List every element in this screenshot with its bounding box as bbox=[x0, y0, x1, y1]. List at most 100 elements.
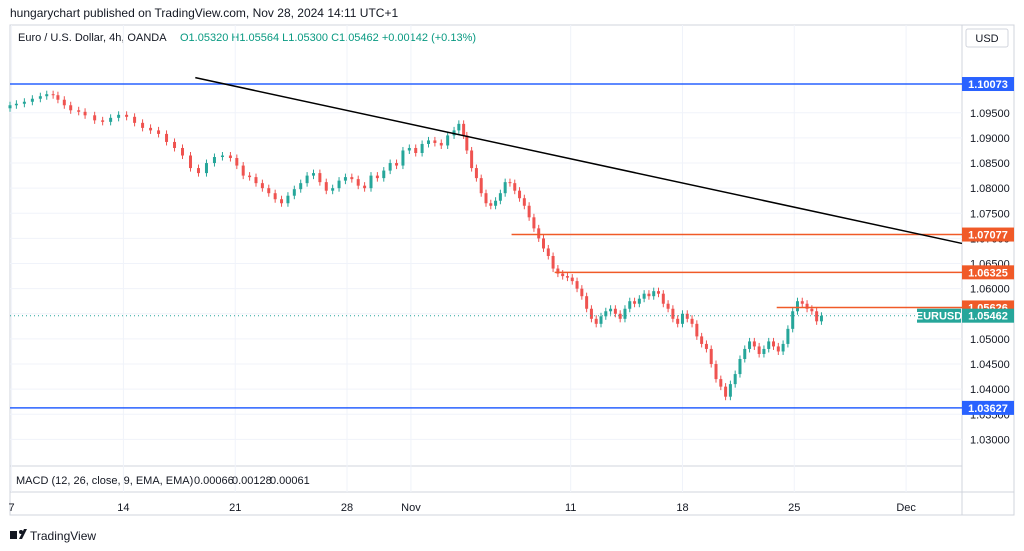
y-tick-label: 1.09000 bbox=[970, 133, 1010, 145]
candle-body bbox=[248, 175, 252, 178]
candle-body bbox=[527, 205, 531, 218]
candle-body bbox=[772, 341, 776, 347]
y-tick-label: 1.07500 bbox=[970, 208, 1010, 220]
candle-body bbox=[594, 318, 598, 324]
candle-body bbox=[77, 110, 81, 112]
candle-body bbox=[280, 199, 284, 204]
candle-body bbox=[235, 158, 239, 166]
candle-body bbox=[465, 135, 469, 151]
candle-body bbox=[433, 140, 437, 143]
candle-body bbox=[728, 384, 732, 397]
candle-body bbox=[14, 103, 18, 106]
x-tick-label: 7 bbox=[9, 502, 15, 514]
candle-body bbox=[719, 379, 723, 387]
candle-body bbox=[375, 175, 379, 179]
currency-box[interactable] bbox=[965, 28, 1009, 48]
candle-body bbox=[575, 281, 579, 289]
candle-body bbox=[133, 116, 137, 123]
candle-body bbox=[733, 374, 737, 385]
candle-body bbox=[613, 308, 617, 314]
candle-body bbox=[637, 298, 641, 304]
time-axis: 7142128Nov111825Dec9 bbox=[9, 502, 917, 514]
candle-body bbox=[633, 301, 637, 304]
candle-body bbox=[30, 98, 34, 102]
y-tick-label: 1.04000 bbox=[970, 384, 1010, 396]
candle-body bbox=[690, 318, 694, 324]
symbol-tag-label: EURUSD bbox=[916, 311, 963, 323]
annotation-lines bbox=[10, 76, 963, 409]
candle-body bbox=[580, 288, 584, 297]
candle-body bbox=[671, 308, 675, 319]
candle-body bbox=[819, 315, 823, 322]
symbol-tag bbox=[917, 308, 961, 323]
macd-value-2: 0.00128 bbox=[232, 475, 272, 487]
plot-frame bbox=[9, 24, 1015, 516]
tradingview-logo-icon bbox=[10, 529, 27, 539]
candle-body bbox=[188, 155, 192, 169]
candle-body bbox=[311, 173, 315, 176]
candle-body bbox=[83, 111, 87, 116]
candle-body bbox=[407, 147, 411, 151]
candle-body bbox=[414, 147, 418, 153]
candle-body bbox=[676, 318, 680, 324]
candle-body bbox=[518, 190, 522, 199]
candle-body bbox=[642, 293, 646, 299]
candle-body bbox=[781, 343, 785, 352]
candle-body bbox=[508, 182, 512, 184]
level-price-label: 1.07077 bbox=[968, 230, 1008, 242]
candle-body bbox=[292, 189, 296, 196]
level-price-tag bbox=[962, 400, 1014, 415]
candle-body bbox=[109, 117, 113, 122]
candle-body bbox=[173, 141, 177, 148]
candle-body bbox=[498, 193, 502, 201]
candle-body bbox=[149, 127, 153, 131]
candle-body bbox=[666, 303, 670, 309]
candle-body bbox=[462, 123, 466, 136]
candle-body bbox=[680, 313, 684, 324]
candle-body bbox=[800, 301, 804, 304]
x-tick-label: Dec bbox=[896, 502, 916, 514]
candle-body bbox=[196, 168, 200, 174]
candle-body bbox=[363, 185, 367, 189]
candle-body bbox=[395, 163, 399, 166]
level-price-label: 1.10073 bbox=[968, 79, 1008, 91]
candle-body bbox=[56, 95, 60, 100]
candle-body bbox=[546, 248, 550, 256]
level-price-tag bbox=[962, 227, 1014, 242]
publisher-line: hungarychart published on TradingView.co… bbox=[10, 6, 398, 20]
candle-body bbox=[657, 291, 661, 294]
candle-body bbox=[212, 157, 216, 164]
candle-body bbox=[369, 175, 373, 189]
candle-body bbox=[474, 168, 478, 179]
y-tick-label: 1.06000 bbox=[970, 284, 1010, 296]
candle-body bbox=[556, 268, 560, 274]
y-tick-label: 1.09500 bbox=[970, 108, 1010, 120]
macd-value-1: 0.00066 bbox=[194, 475, 234, 487]
candle-body bbox=[401, 150, 405, 166]
candle-body bbox=[446, 135, 450, 146]
candle-body bbox=[604, 311, 608, 317]
y-tick-label: 1.03000 bbox=[970, 434, 1010, 446]
candle-body bbox=[714, 364, 718, 380]
candle-body bbox=[125, 114, 129, 117]
candle-body bbox=[647, 293, 651, 297]
candle-body bbox=[157, 130, 161, 134]
candle-body bbox=[273, 193, 277, 200]
candle-body bbox=[738, 359, 742, 375]
candle-body bbox=[776, 346, 780, 352]
candle-body bbox=[286, 195, 290, 204]
y-tick-label: 1.04500 bbox=[970, 359, 1010, 371]
candle-body bbox=[479, 178, 483, 194]
y-tick-label: 1.08500 bbox=[970, 158, 1010, 170]
candle-body bbox=[181, 147, 185, 156]
level-price-tag bbox=[962, 265, 1014, 280]
candle-body bbox=[551, 256, 555, 269]
macd-label: MACD (12, 26, close, 9, EMA, EMA) bbox=[16, 475, 193, 487]
candle-body bbox=[589, 308, 593, 319]
candle-body bbox=[570, 277, 574, 282]
candle-body bbox=[141, 122, 145, 128]
candle-body bbox=[426, 140, 430, 144]
candle-body bbox=[51, 94, 55, 96]
x-tick-label: 28 bbox=[341, 502, 353, 514]
